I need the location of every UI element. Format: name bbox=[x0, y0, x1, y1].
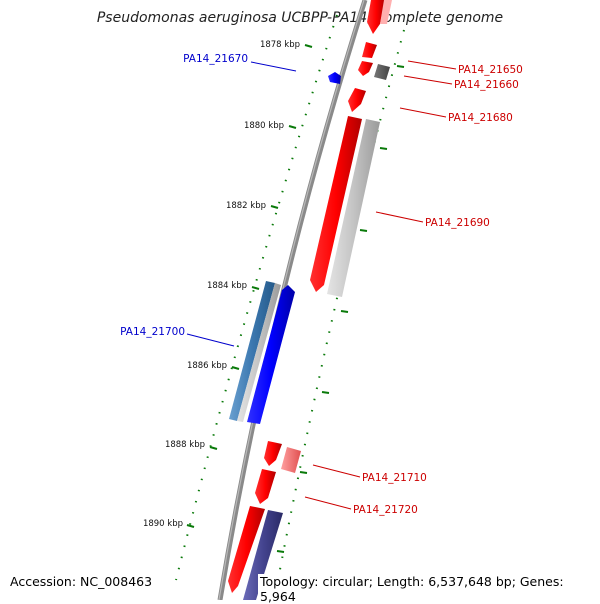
tick-1878 bbox=[304, 44, 313, 48]
gene-cog-PA14_21710[interactable] bbox=[281, 447, 301, 473]
inner-dotted-track bbox=[277, 29, 405, 581]
leader-PA14_21650 bbox=[407, 60, 457, 70]
gene-arrow-PA14_21650[interactable] bbox=[362, 42, 377, 58]
tick-label-1888: 1888 kbp bbox=[165, 440, 205, 450]
gene-arrow-PA14_21710[interactable] bbox=[264, 441, 282, 466]
gene-label-PA14_21650[interactable]: PA14_21650 bbox=[458, 64, 523, 76]
outer-dotted-track bbox=[175, 14, 338, 581]
gene-label-PA14_21680[interactable]: PA14_21680 bbox=[448, 112, 513, 124]
tick-label-1890: 1890 kbp bbox=[143, 519, 183, 529]
leader-PA14_21660 bbox=[403, 75, 453, 85]
gene-arrow-PA14_21690[interactable] bbox=[310, 116, 362, 292]
map-title: Pseudomonas aeruginosa UCBPP-PA14, compl… bbox=[96, 10, 504, 26]
gene-label-PA14_21690[interactable]: PA14_21690 bbox=[425, 217, 490, 229]
gene-label-PA14_21660[interactable]: PA14_21660 bbox=[454, 79, 519, 91]
gene-label-PA14_21710[interactable]: PA14_21710 bbox=[362, 472, 427, 484]
gene-arrow-PA14_21670[interactable] bbox=[328, 72, 341, 84]
leader-PA14_21700 bbox=[186, 333, 235, 347]
tick-label-1886: 1886 kbp bbox=[187, 361, 227, 371]
leader-PA14_21720 bbox=[304, 496, 352, 510]
gene-arrow-PA14_21680[interactable] bbox=[348, 88, 366, 112]
inner-tick bbox=[396, 65, 405, 68]
leader-PA14_21710 bbox=[312, 464, 361, 478]
gene-label-PA14_21700[interactable]: PA14_21700 bbox=[120, 326, 185, 338]
tick-label-1880: 1880 kbp bbox=[244, 121, 284, 131]
gene-arrow-PA14_21720-upstream[interactable] bbox=[255, 469, 276, 504]
gene-cog-PA14_21660[interactable] bbox=[374, 64, 390, 80]
gene-cog-PA14_21700-a[interactable] bbox=[229, 281, 275, 421]
tick-label-1882: 1882 kbp bbox=[226, 201, 266, 211]
tick-label-1884: 1884 kbp bbox=[207, 281, 247, 291]
accession-label: Accession: NC_008463 bbox=[8, 574, 155, 589]
tick-label-1878: 1878 kbp bbox=[260, 40, 300, 50]
tick-1882 bbox=[270, 205, 279, 209]
inner-tick bbox=[321, 391, 330, 394]
gene-arrow-top-partial[interactable] bbox=[367, 0, 385, 34]
tick-1886 bbox=[231, 366, 240, 370]
leader-PA14_21690 bbox=[375, 211, 424, 223]
leader-PA14_21680 bbox=[399, 107, 447, 118]
inner-tick bbox=[340, 310, 349, 313]
gene-cog-PA14_21690[interactable] bbox=[327, 119, 380, 297]
tick-1884 bbox=[251, 286, 260, 290]
inner-tick bbox=[276, 550, 285, 553]
inner-tick bbox=[299, 471, 308, 474]
gene-arrow-top-partial-cog[interactable] bbox=[380, 0, 392, 24]
gene-arrow-PA14_21720[interactable] bbox=[228, 506, 265, 593]
gene-arrow-PA14_21700[interactable] bbox=[247, 285, 295, 424]
tick-1888 bbox=[209, 446, 218, 450]
gene-cog-PA14_21700-b[interactable] bbox=[237, 283, 281, 422]
gene-arrow-PA14_21660[interactable] bbox=[358, 61, 373, 76]
gene-label-PA14_21670[interactable]: PA14_21670 bbox=[183, 53, 248, 65]
inner-tick bbox=[379, 147, 388, 150]
tick-1880 bbox=[288, 125, 297, 129]
inner-tick bbox=[359, 229, 368, 232]
leader-PA14_21670 bbox=[250, 61, 297, 72]
tick-1890 bbox=[186, 524, 195, 528]
genome-summary: Topology: circular; Length: 6,537,648 bp… bbox=[258, 574, 600, 604]
ruler-ticks bbox=[186, 44, 405, 553]
gene-label-PA14_21720[interactable]: PA14_21720 bbox=[353, 504, 418, 516]
gene-cog-PA14_21720[interactable] bbox=[243, 510, 283, 600]
